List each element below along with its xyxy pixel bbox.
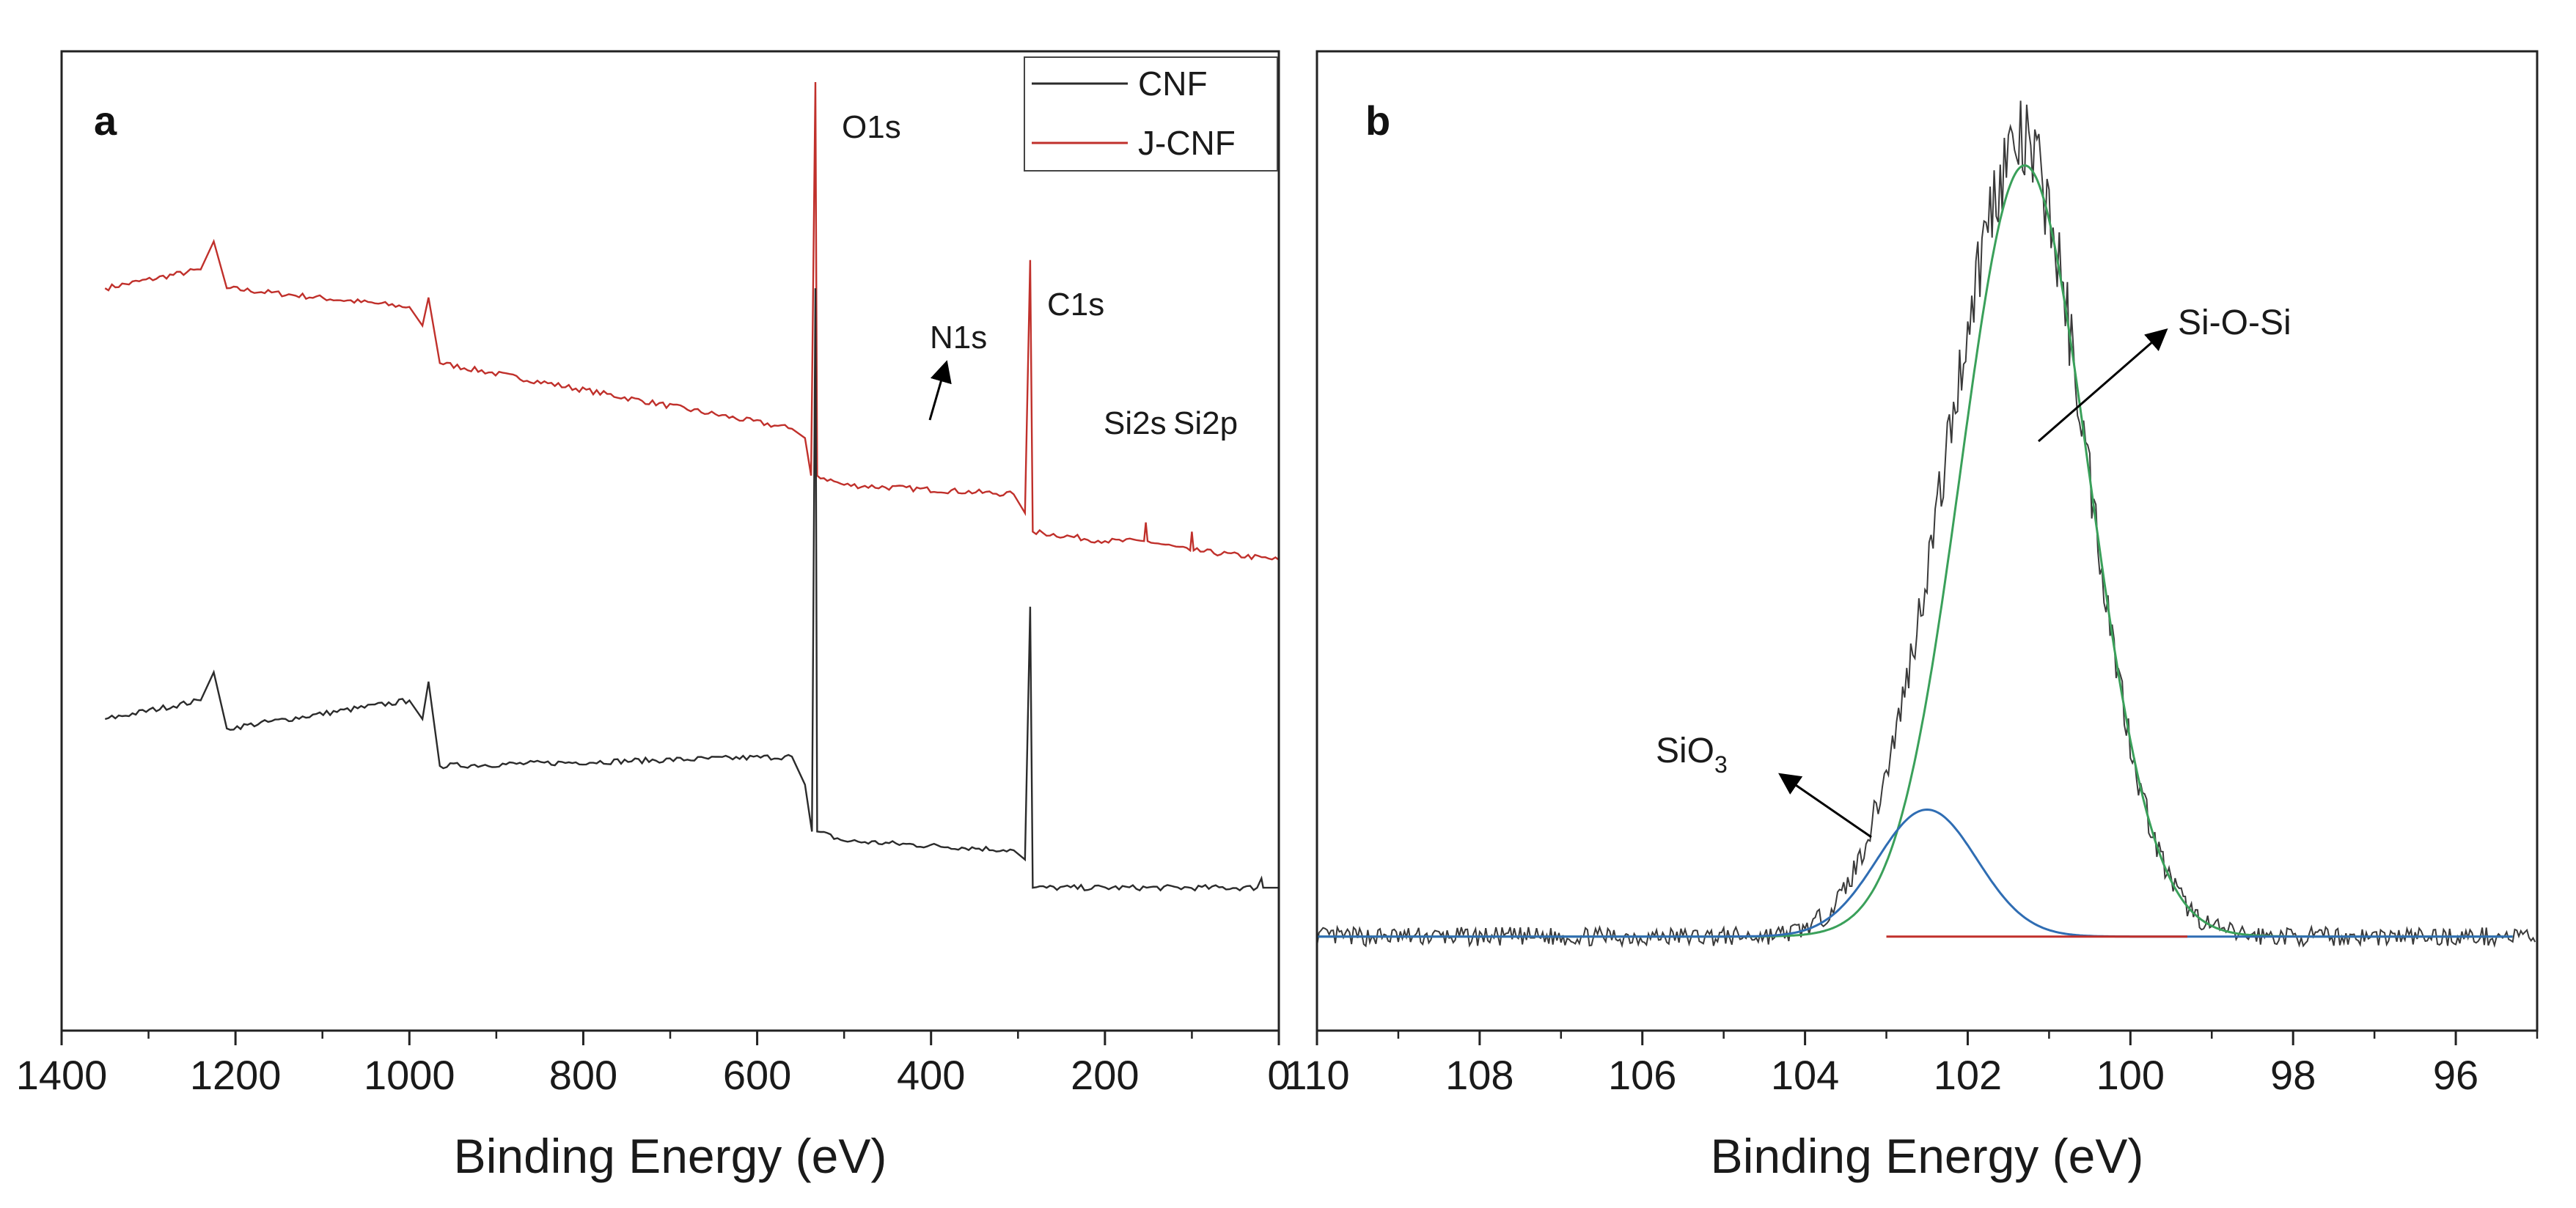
panel-b-tick-label-104: 104	[1771, 1052, 1839, 1098]
series-line-cnf	[104, 288, 1279, 892]
panel-a-tick-label-1200: 1200	[190, 1052, 282, 1098]
panel-a-tick-label-400: 400	[897, 1052, 965, 1098]
sio3-subscript: 3	[1714, 751, 1728, 778]
peak-label-n1s: N1s	[930, 320, 987, 356]
peak-label-c1s: C1s	[1047, 287, 1104, 323]
series-si-o-si-fit	[1317, 164, 2513, 938]
legend-label-jcnf: J-CNF	[1138, 124, 1236, 162]
panel-b-tick-label-110: 110	[1284, 1052, 1349, 1098]
panel-b-tick-label-98: 98	[2270, 1052, 2316, 1098]
panel-b-x-axis-title: Binding Energy (eV)	[1711, 1129, 2144, 1183]
peak-label-si2p: Si2p	[1173, 405, 1238, 441]
sio3-main: SiO	[1656, 732, 1714, 770]
panel-a-x-axis-title: Binding Energy (eV)	[454, 1129, 887, 1183]
panel-a: 1400 1200 1000 800 600 400 200 0 a O1s C1s N1s …	[16, 50, 1291, 1183]
panel-a-label: a	[94, 97, 117, 144]
peak-label-si2s: Si2s	[1104, 405, 1167, 441]
legend-box	[1024, 56, 1278, 172]
panel-a-tick-label-600: 600	[723, 1052, 791, 1098]
panel-a-x-ticks: 1400 1200 1000 800 600 400 200 0	[16, 1031, 1291, 1098]
panel-b-frame	[1315, 50, 2539, 1032]
panel-b-x-ticks: 110 108 106 104 102 100 98 96	[1284, 1031, 2539, 1098]
panel-b-tick-label-108: 108	[1445, 1052, 1513, 1098]
legend: CNF J-CNF	[1024, 56, 1278, 172]
series-raw-data	[1317, 100, 2536, 949]
panel-b-label: b	[1365, 97, 1390, 144]
panel-a-tick-label-1000: 1000	[364, 1052, 455, 1098]
legend-label-cnf: CNF	[1138, 65, 1208, 103]
panel-a-tick-label-1400: 1400	[16, 1052, 108, 1098]
panel-b-tick-label-102: 102	[1934, 1052, 2002, 1098]
panel-a-tick-label-800: 800	[549, 1052, 617, 1098]
panel-a-tick-label-200: 200	[1071, 1052, 1139, 1098]
panel-b-tick-label-106: 106	[1608, 1052, 1676, 1098]
series-sio3-fit	[1317, 808, 2513, 938]
peak-label-o1s: O1s	[842, 109, 901, 145]
panel-b: 110 108 106 104 102 100 98 96 b Si-O-Si SiO3 Bi…	[1284, 50, 2539, 1183]
n1s-arrow	[928, 360, 952, 421]
peak-label-sio3: SiO3	[1656, 732, 1728, 778]
panel-b-tick-label-96: 96	[2433, 1052, 2478, 1098]
panel-b-series-layer	[1317, 100, 2536, 949]
series-line-j-cnf	[104, 81, 1279, 561]
panel-b-tick-label-100: 100	[2096, 1052, 2165, 1098]
si-o-si-arrow	[2038, 328, 2168, 443]
panel-a-tick-label-0: 0	[1267, 1052, 1290, 1098]
peak-label-si-o-si: Si-O-Si	[2178, 303, 2291, 342]
panel-a-series-layer	[104, 81, 1279, 892]
sio3-arrow	[1778, 773, 1872, 839]
